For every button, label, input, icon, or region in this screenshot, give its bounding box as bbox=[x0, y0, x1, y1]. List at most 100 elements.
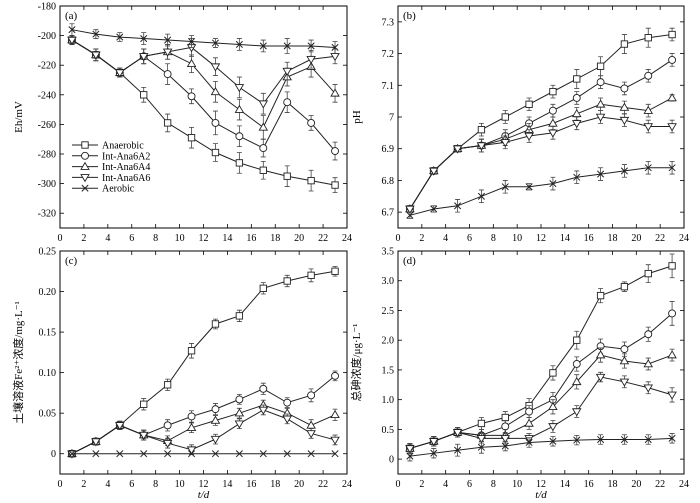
data-point bbox=[330, 436, 340, 445]
data-point bbox=[501, 442, 509, 450]
y-tick-label: 0.05 bbox=[39, 409, 57, 420]
series-Int-Ana6A6 bbox=[67, 404, 340, 459]
plot-frame bbox=[59, 250, 348, 475]
series-Int-Ana6A4 bbox=[67, 35, 340, 140]
x-tick-label: 6 bbox=[129, 479, 134, 490]
data-point bbox=[68, 26, 76, 34]
data-point bbox=[211, 118, 220, 127]
data-point bbox=[573, 336, 581, 344]
data-point bbox=[619, 102, 630, 111]
data-point bbox=[477, 419, 486, 428]
y-tick-label: 6.7 bbox=[382, 208, 395, 219]
x-tick-label: 6 bbox=[467, 479, 472, 490]
data-point bbox=[116, 33, 124, 41]
series-line bbox=[409, 313, 673, 449]
x-tick-label: 20 bbox=[631, 479, 641, 490]
y-tick-label: 7.2 bbox=[382, 49, 395, 60]
series-line bbox=[71, 39, 336, 129]
data-point bbox=[235, 40, 243, 49]
chart-panel-2: 0 2 4 6 8 10 12 14 16 18 20 22 246.76.86.977.17.27.3… bbox=[351, 5, 689, 244]
data-point bbox=[500, 139, 511, 148]
series-line bbox=[71, 375, 336, 455]
x-tick-label: 12 bbox=[536, 479, 546, 490]
data-point bbox=[234, 420, 245, 429]
x-tick-label: 22 bbox=[318, 479, 328, 490]
data-point bbox=[258, 122, 269, 131]
y-tick-label: 1.5 bbox=[382, 365, 395, 376]
data-point bbox=[234, 104, 245, 113]
data-point bbox=[330, 409, 340, 419]
data-point bbox=[644, 34, 652, 42]
data-point bbox=[595, 99, 606, 108]
data-point bbox=[644, 330, 653, 339]
data-point bbox=[501, 183, 509, 191]
data-point bbox=[234, 408, 245, 417]
series-Aerobic bbox=[406, 161, 676, 219]
y-tick-label: 7.3 bbox=[382, 17, 395, 28]
data-point bbox=[282, 67, 292, 77]
data-point bbox=[162, 439, 173, 449]
data-point bbox=[549, 180, 557, 188]
x-tick-label: 16 bbox=[246, 233, 256, 244]
data-point bbox=[405, 205, 415, 214]
data-point bbox=[258, 100, 269, 109]
y-tick-label: 1.0 bbox=[382, 395, 395, 406]
legend-label: Int-Ana6A6 bbox=[102, 173, 150, 184]
x-tick-label: 12 bbox=[199, 233, 209, 244]
x-tick-label: 6 bbox=[129, 233, 134, 244]
data-point bbox=[115, 69, 125, 78]
y-tick-label: 0.15 bbox=[39, 328, 57, 339]
data-point bbox=[596, 291, 605, 300]
y-tick-label: 0 bbox=[389, 455, 394, 466]
plot-frame bbox=[397, 250, 685, 475]
x-tick-label: 2 bbox=[81, 479, 86, 490]
data-point bbox=[331, 371, 339, 380]
data-point bbox=[619, 356, 630, 365]
data-point bbox=[211, 405, 220, 414]
data-point bbox=[163, 119, 172, 127]
data-point bbox=[476, 142, 487, 151]
data-point bbox=[210, 86, 221, 96]
data-point bbox=[210, 63, 221, 72]
data-point bbox=[595, 113, 606, 122]
data-point bbox=[668, 434, 676, 442]
legend: AnaerobicInt-Ana6A2Int-Ana6A4Int-Ana6A6A… bbox=[72, 141, 150, 195]
x-axis-label: t/d bbox=[535, 489, 547, 498]
x-tick-label: 8 bbox=[491, 479, 496, 490]
x-tick-label: 14 bbox=[560, 479, 570, 490]
data-point bbox=[620, 435, 628, 444]
x-tick-label: 10 bbox=[512, 233, 522, 244]
data-point bbox=[163, 381, 172, 389]
y-tick-label: -320 bbox=[38, 209, 56, 220]
data-point bbox=[259, 144, 268, 153]
y-axis-label: 土壤溶液Fe²⁺浓度/mg·L⁻¹ bbox=[11, 301, 25, 424]
x-tick-label: 6 bbox=[467, 233, 472, 244]
data-point bbox=[138, 431, 149, 440]
x-tick-label: 14 bbox=[222, 233, 232, 244]
y-tick-label: 7.1 bbox=[382, 81, 395, 92]
series-line bbox=[71, 270, 336, 455]
x-tick-label: 18 bbox=[270, 479, 280, 490]
y-tick-label: 0.25 bbox=[39, 247, 57, 258]
y-axis-label: pH bbox=[351, 110, 363, 124]
y-tick-label: -240 bbox=[38, 90, 56, 101]
series-line bbox=[409, 265, 673, 449]
y-tick-label: 0 bbox=[51, 449, 56, 460]
data-point bbox=[668, 30, 676, 39]
data-point bbox=[283, 172, 291, 180]
legend-marker bbox=[80, 174, 90, 183]
data-point bbox=[283, 98, 292, 107]
data-point bbox=[307, 271, 315, 279]
data-point bbox=[306, 56, 316, 65]
data-point bbox=[211, 450, 220, 458]
data-point bbox=[667, 350, 677, 359]
series-Int-Ana6A2 bbox=[405, 53, 677, 213]
x-tick-label: 20 bbox=[294, 233, 304, 244]
x-tick-label: 10 bbox=[175, 233, 185, 244]
data-point bbox=[524, 418, 534, 427]
legend-label: Int-Ana6A2 bbox=[102, 151, 150, 162]
data-point bbox=[668, 55, 677, 64]
x-tick-label: 8 bbox=[153, 233, 158, 244]
y-tick-label: -300 bbox=[38, 179, 56, 190]
